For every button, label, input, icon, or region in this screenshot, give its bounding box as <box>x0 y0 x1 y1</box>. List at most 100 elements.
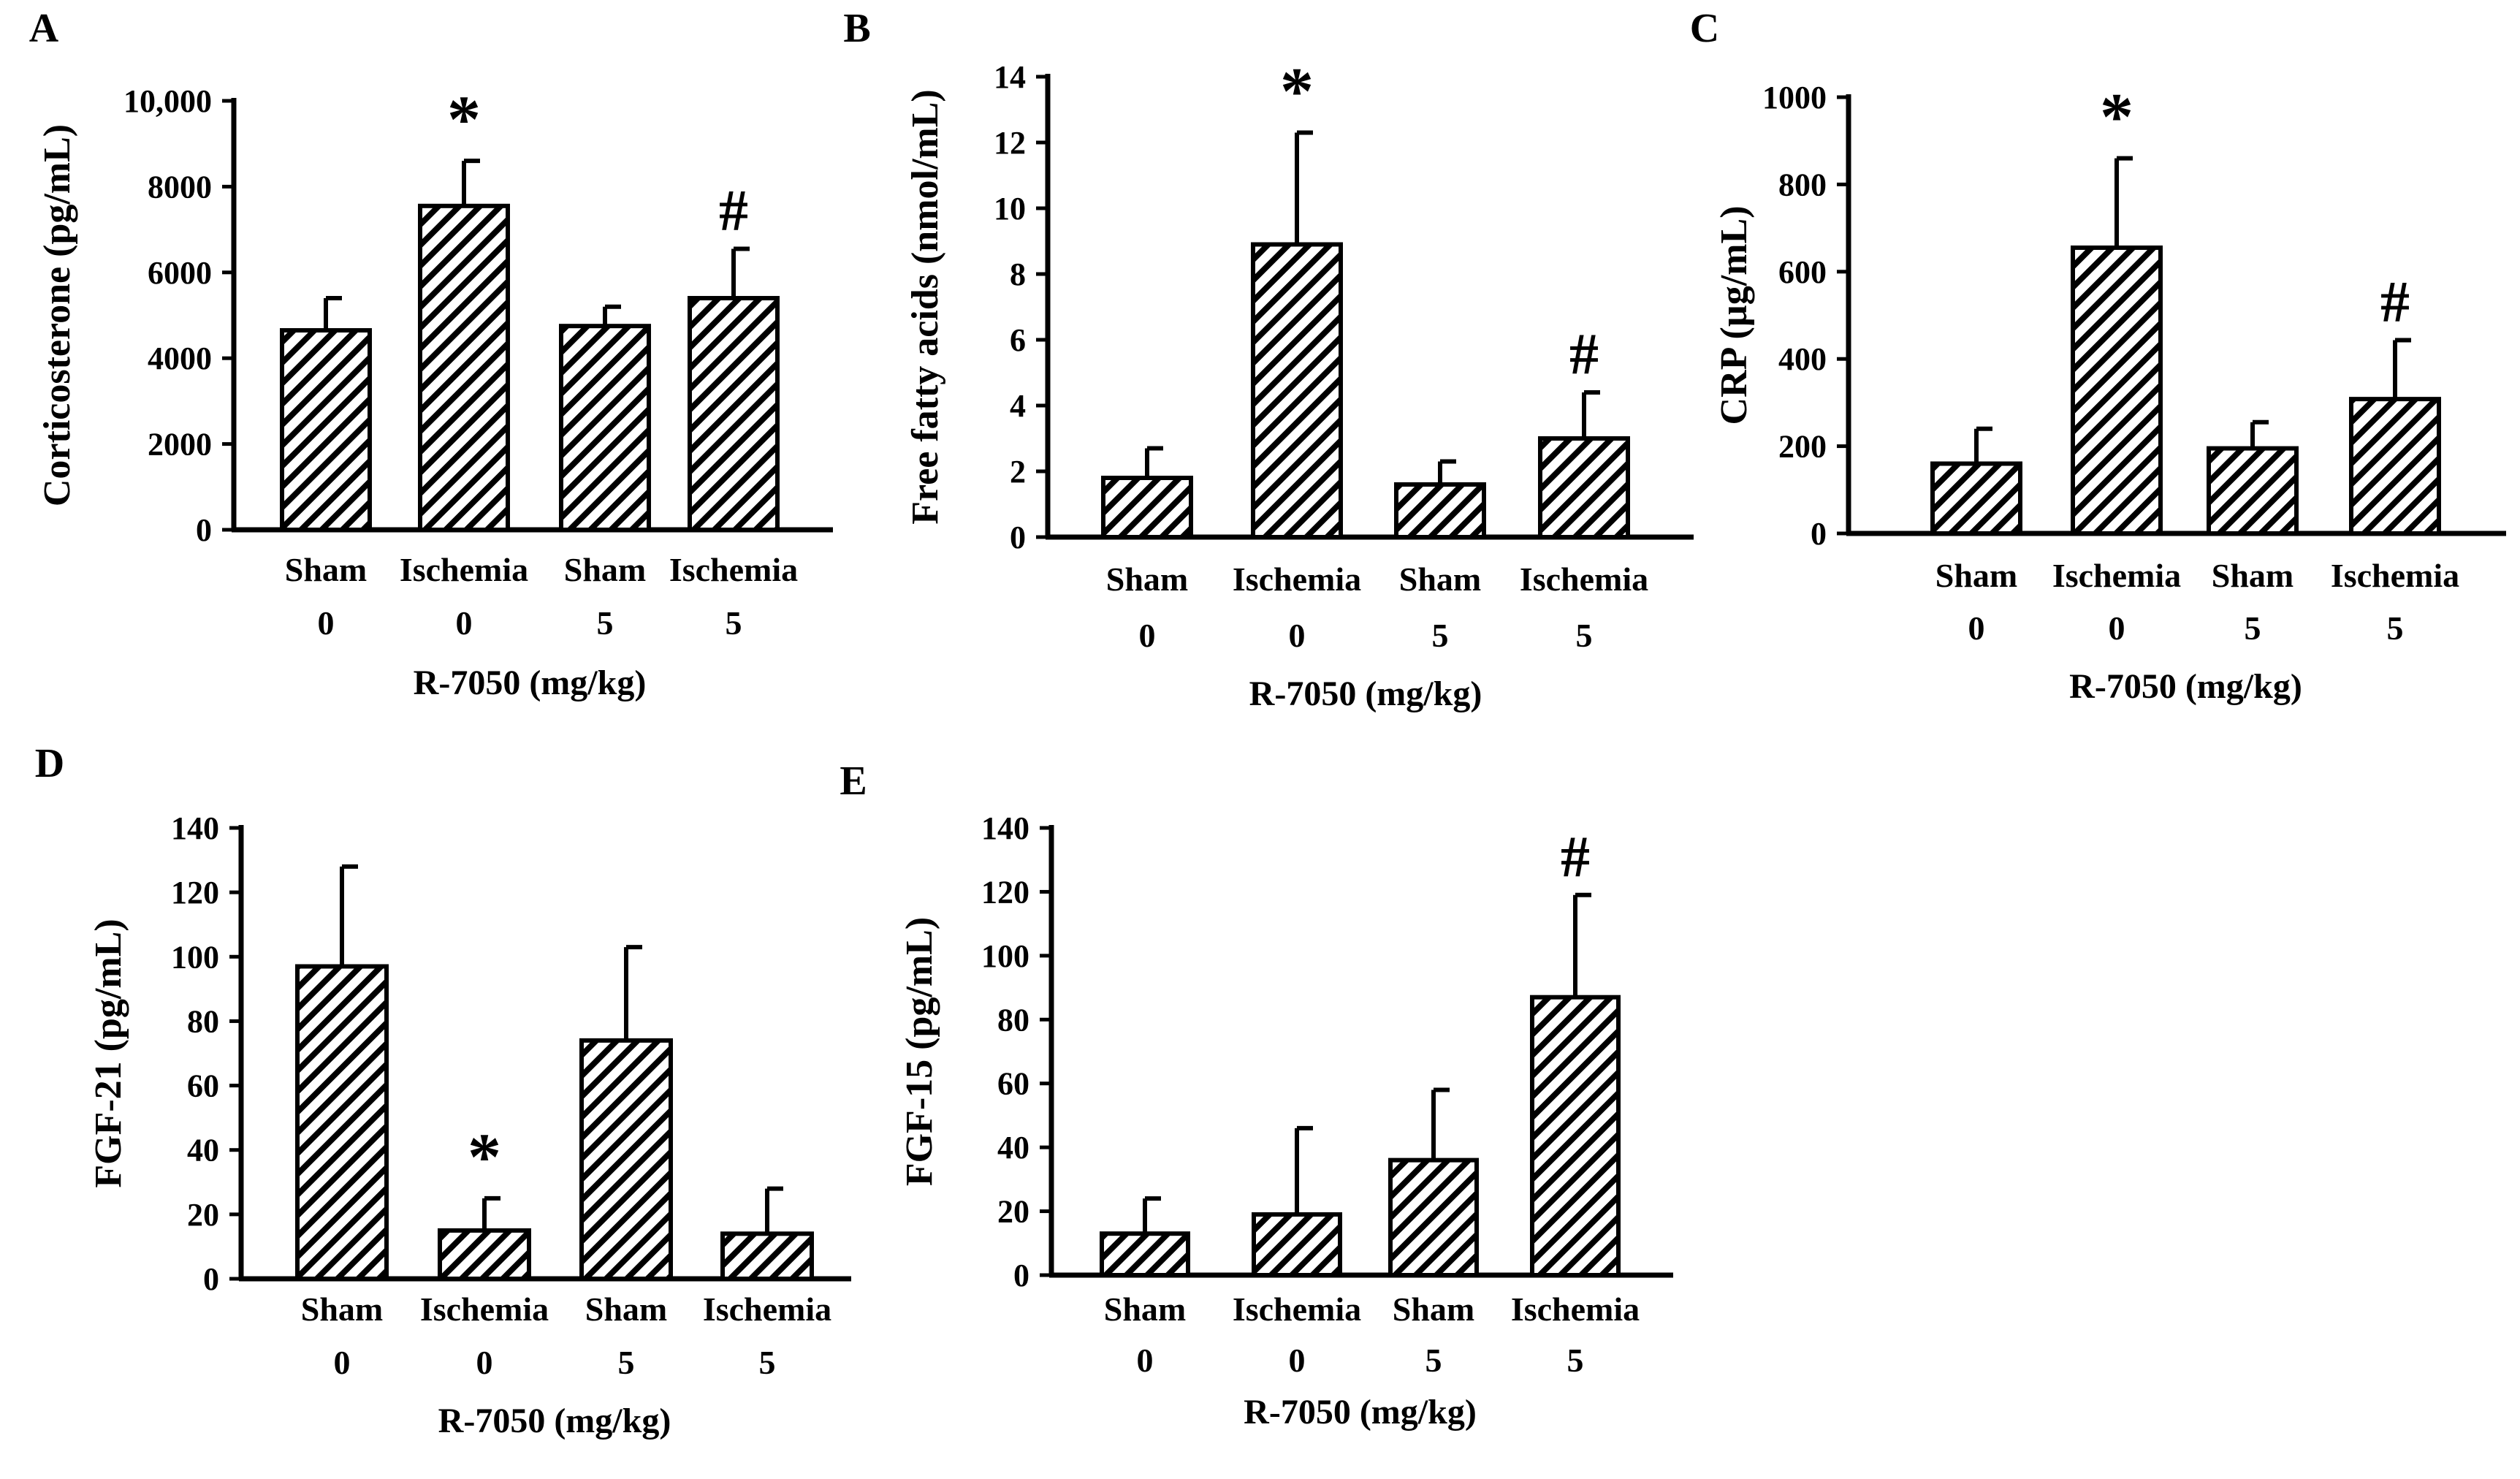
x-category-label: Ischemia <box>2331 557 2459 594</box>
significance-asterisk: * <box>468 1119 501 1194</box>
x-dose-label: 5 <box>618 1344 635 1381</box>
x-dose-label: 0 <box>318 604 335 642</box>
y-tick-label: 2 <box>1010 454 1026 490</box>
x-category-label: Sham <box>1106 560 1188 598</box>
x-dose-label: 0 <box>456 604 473 642</box>
y-tick-label: 120 <box>171 875 219 910</box>
x-dose-label: 0 <box>334 1344 351 1381</box>
y-tick-label: 8000 <box>148 169 212 205</box>
y-tick-label: 10,000 <box>123 83 212 119</box>
y-tick-label: 20 <box>187 1197 219 1233</box>
significance-asterisk: * <box>1280 54 1314 129</box>
bar <box>720 1231 814 1282</box>
x-axis-title: R-7050 (mg/kg) <box>1244 1393 1477 1432</box>
y-tick-label: 80 <box>997 1002 1029 1038</box>
y-tick-label: 0 <box>1013 1258 1029 1293</box>
x-category-label: Ischemia <box>420 1290 549 1328</box>
panel-e: E 0 20 40 60 80 100 120 140 FGF-15 (pg/mL) Sham 0 Is… <box>840 758 1673 1432</box>
y-tick-label: 14 <box>994 59 1026 95</box>
y-tick-label: 40 <box>997 1130 1029 1166</box>
x-dose-label: 5 <box>759 1344 776 1381</box>
bar <box>1251 242 1343 539</box>
x-category-label: Sham <box>301 1290 383 1328</box>
significance-asterisk: * <box>2100 80 2133 154</box>
x-category-label: Sham <box>1935 557 2017 594</box>
bar <box>1101 476 1193 539</box>
bar <box>1538 436 1630 539</box>
y-tick-label: 0 <box>1811 516 1827 552</box>
bar <box>1100 1231 1190 1277</box>
x-dose-label: 0 <box>2109 609 2125 647</box>
y-tick-label: 140 <box>981 810 1029 846</box>
x-category-label: Ischemia <box>2052 557 2181 594</box>
x-axis-title: R-7050 (mg/kg) <box>1249 674 1482 713</box>
y-tick-label: 6 <box>1010 322 1026 358</box>
x-category-label: Sham <box>1104 1290 1186 1328</box>
significance-asterisk: * <box>447 82 481 156</box>
significance-hash: # <box>2380 270 2410 335</box>
bar <box>418 203 510 532</box>
y-tick-label: 140 <box>171 810 219 846</box>
x-dose-label: 5 <box>1432 617 1449 654</box>
x-dose-label: 0 <box>1289 1342 1306 1379</box>
x-dose-label: 0 <box>476 1344 493 1381</box>
panel-label: C <box>1690 6 1719 51</box>
y-tick-label: 8 <box>1010 256 1026 292</box>
panel-label: B <box>843 6 870 51</box>
y-tick-label: 60 <box>997 1066 1029 1102</box>
x-category-label: Sham <box>1399 560 1481 598</box>
x-category-label: Ischemia <box>1233 1290 1361 1328</box>
bar <box>1388 1157 1479 1277</box>
panel-a: A 0 2000 4000 6000 8000 10,000 Corticosterone (… <box>29 6 833 702</box>
y-tick-label: 0 <box>1010 520 1026 555</box>
panel-c: C 0 200 400 600 800 1000 CRP (µg/mL) Sham 0 * Ische… <box>1690 6 2506 706</box>
x-dose-label: 0 <box>1137 1342 1154 1379</box>
y-tick-label: 100 <box>981 938 1029 974</box>
significance-hash: # <box>1561 825 1590 889</box>
x-category-label: Sham <box>285 551 367 588</box>
x-category-label: Ischemia <box>1233 560 1361 598</box>
significance-hash: # <box>1569 322 1599 387</box>
x-axis-title: R-7050 (mg/kg) <box>2069 667 2302 706</box>
bar <box>295 964 389 1282</box>
y-tick-label: 200 <box>1778 429 1827 465</box>
bar <box>2207 446 2299 536</box>
x-dose-label: 5 <box>1576 617 1593 654</box>
y-tick-label: 40 <box>187 1133 219 1168</box>
y-tick-label: 120 <box>981 874 1029 910</box>
x-dose-label: 0 <box>1289 617 1306 654</box>
bar <box>2071 245 2163 536</box>
y-tick-label: 400 <box>1778 341 1827 377</box>
x-category-label: Ischemia <box>1520 560 1648 598</box>
x-dose-label: 5 <box>2245 609 2261 647</box>
bar <box>280 328 372 532</box>
y-axis-title: Corticosterone (pg/mL) <box>37 124 78 506</box>
y-axis-title: CRP (µg/mL) <box>1713 205 1755 425</box>
y-tick-label: 800 <box>1778 167 1827 202</box>
panel-label: E <box>840 758 867 804</box>
bar <box>2349 397 2441 536</box>
bar <box>1252 1212 1342 1278</box>
x-category-label: Sham <box>1393 1290 1474 1328</box>
y-axis-title: Free fatty acids (nmol/mL) <box>905 89 946 524</box>
bar <box>438 1228 531 1281</box>
y-tick-label: 80 <box>187 1003 219 1039</box>
x-dose-label: 5 <box>1567 1342 1584 1379</box>
panel-d: D 0 20 40 60 80 100 120 140 FGF-21 (pg/mL) Sham 0 * I… <box>35 741 851 1440</box>
y-tick-label: 20 <box>997 1194 1029 1230</box>
x-dose-label: 0 <box>1968 609 1985 647</box>
x-dose-label: 0 <box>1139 617 1156 654</box>
bar <box>1530 995 1621 1277</box>
x-category-label: Sham <box>2212 557 2293 594</box>
y-tick-label: 4 <box>1010 388 1026 424</box>
bar <box>1394 482 1486 539</box>
x-category-label: Ischemia <box>1511 1290 1640 1328</box>
x-dose-label: 5 <box>2387 609 2404 647</box>
x-category-label: Ischemia <box>400 551 528 588</box>
bar <box>1930 461 2022 536</box>
y-tick-label: 0 <box>203 1261 219 1297</box>
bar <box>579 1038 673 1282</box>
x-dose-label: 5 <box>1425 1342 1442 1379</box>
y-tick-label: 4000 <box>148 341 212 376</box>
